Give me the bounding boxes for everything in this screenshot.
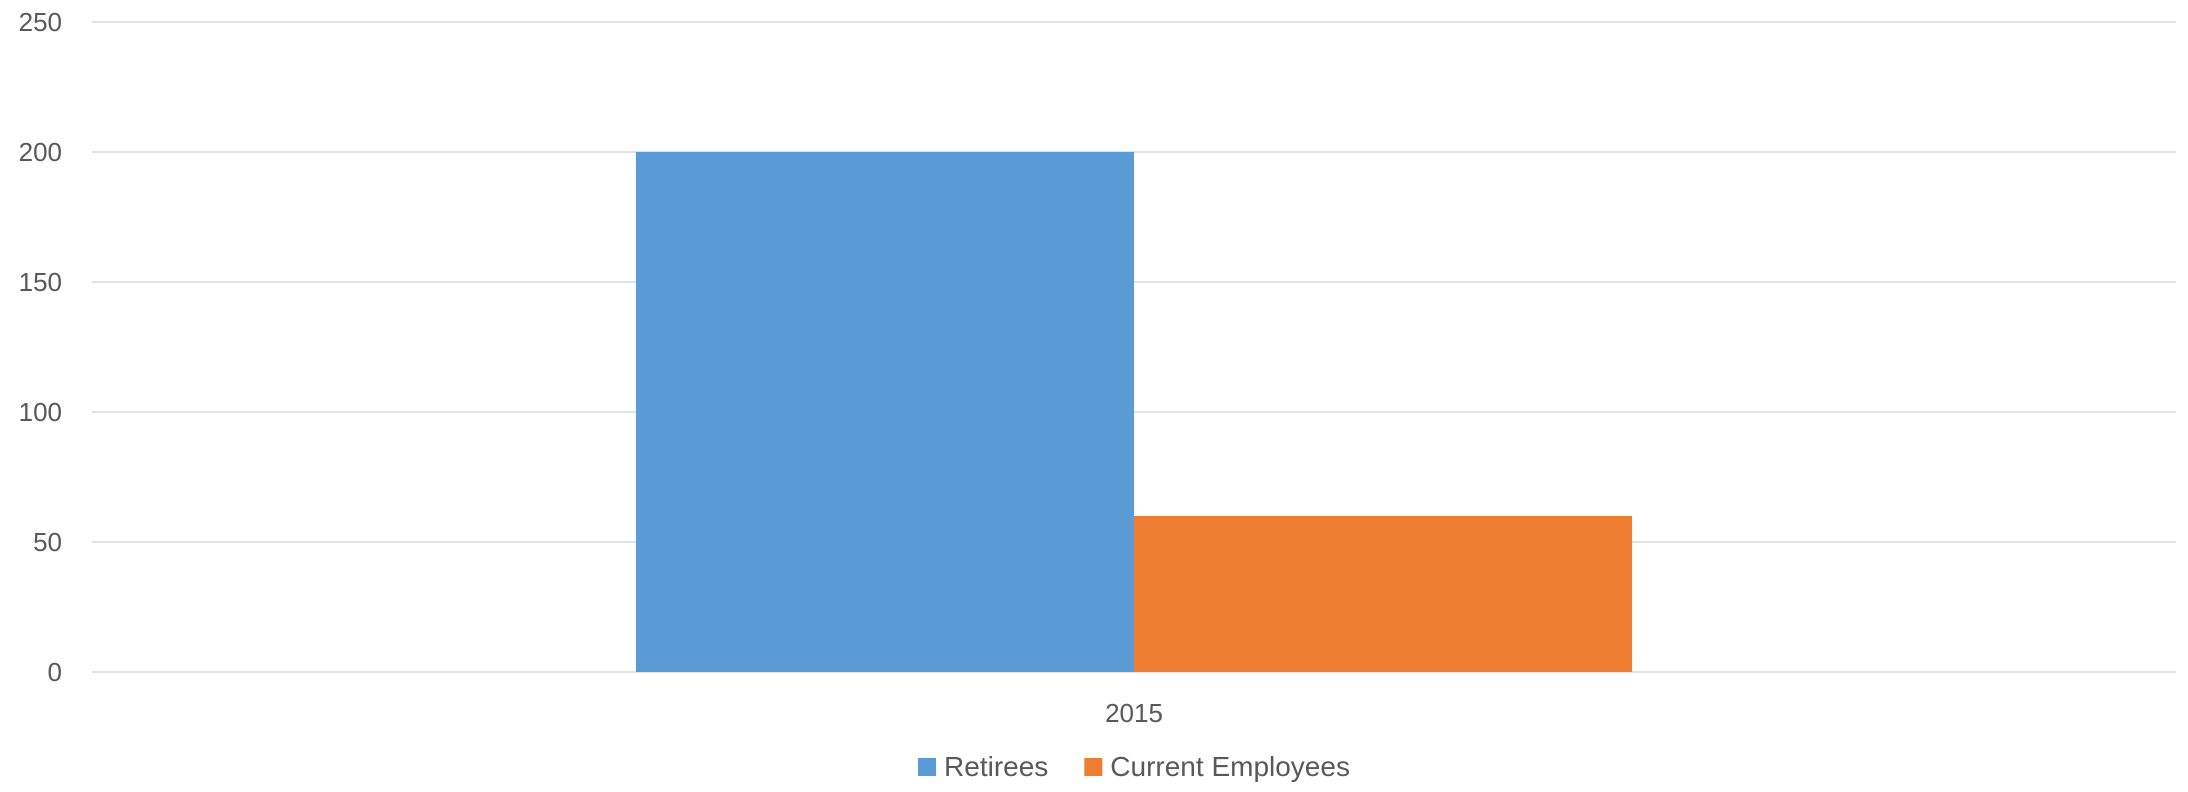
legend-label: Retirees [944,751,1048,782]
y-tick-label: 250 [19,7,62,37]
y-tick-label: 50 [33,527,62,557]
y-tick-label: 200 [19,137,62,167]
y-tick-label: 0 [48,657,62,687]
bars [635,152,1633,672]
bar-current-employees [1134,516,1633,672]
y-axis-tick-labels: 0 50 100 150 200 250 [19,7,62,687]
legend-swatch [1084,758,1103,776]
y-tick-label: 100 [19,397,62,427]
x-axis-tick-labels: 2015 [1105,698,1163,728]
x-tick-label: 2015 [1105,698,1163,728]
bar-retirees [635,152,1134,672]
y-tick-label: 150 [19,267,62,297]
legend-label: Current Employees [1110,751,1350,782]
legend: Retirees Current Employees [918,751,1350,782]
legend-swatch [918,758,937,776]
